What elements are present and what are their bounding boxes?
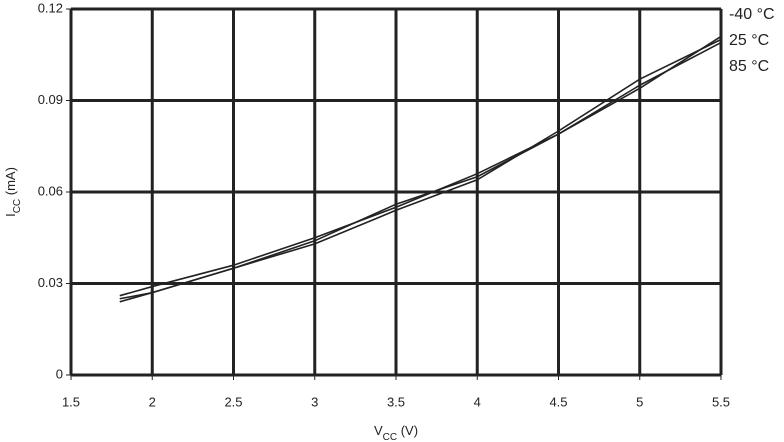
x-tick-label: 3.5	[387, 394, 405, 409]
y-tick-label: 0.03	[38, 275, 63, 290]
x-tick-label: 2.5	[224, 394, 242, 409]
legend-label: -40 °C	[729, 6, 775, 23]
ylabel-part: I	[3, 213, 18, 217]
series-line	[119, 41, 722, 297]
ylabel-part: (mA)	[3, 167, 18, 199]
plot-frame	[70, 8, 722, 376]
x-tick-label: 3	[311, 394, 318, 409]
ylabel-part: CC	[12, 199, 23, 213]
xlabel-part: CC	[383, 432, 397, 442]
x-tick-label: 4.5	[549, 394, 567, 409]
series-line	[119, 38, 722, 300]
y-tick-label: 0.12	[38, 0, 63, 15]
x-tick-label: 4	[474, 394, 481, 409]
x-axis-label: VCC (V)	[374, 423, 418, 442]
xlabel-part: V	[374, 423, 383, 438]
x-tick-label: 5.5	[712, 394, 730, 409]
x-tick-label: 1.5	[62, 394, 80, 409]
legend-label: 25 °C	[729, 32, 769, 49]
series-line	[119, 35, 722, 303]
y-tick-label: 0.09	[38, 92, 63, 107]
y-tick-label: 0	[56, 366, 63, 381]
x-tick-label: 5	[636, 394, 643, 409]
y-axis-label: ICC (mA)	[3, 167, 23, 217]
x-tick-label: 2	[149, 394, 156, 409]
legend-label: 85 °C	[729, 58, 769, 75]
y-tick-label: 0.06	[38, 183, 63, 198]
xlabel-part: (V)	[397, 423, 418, 438]
